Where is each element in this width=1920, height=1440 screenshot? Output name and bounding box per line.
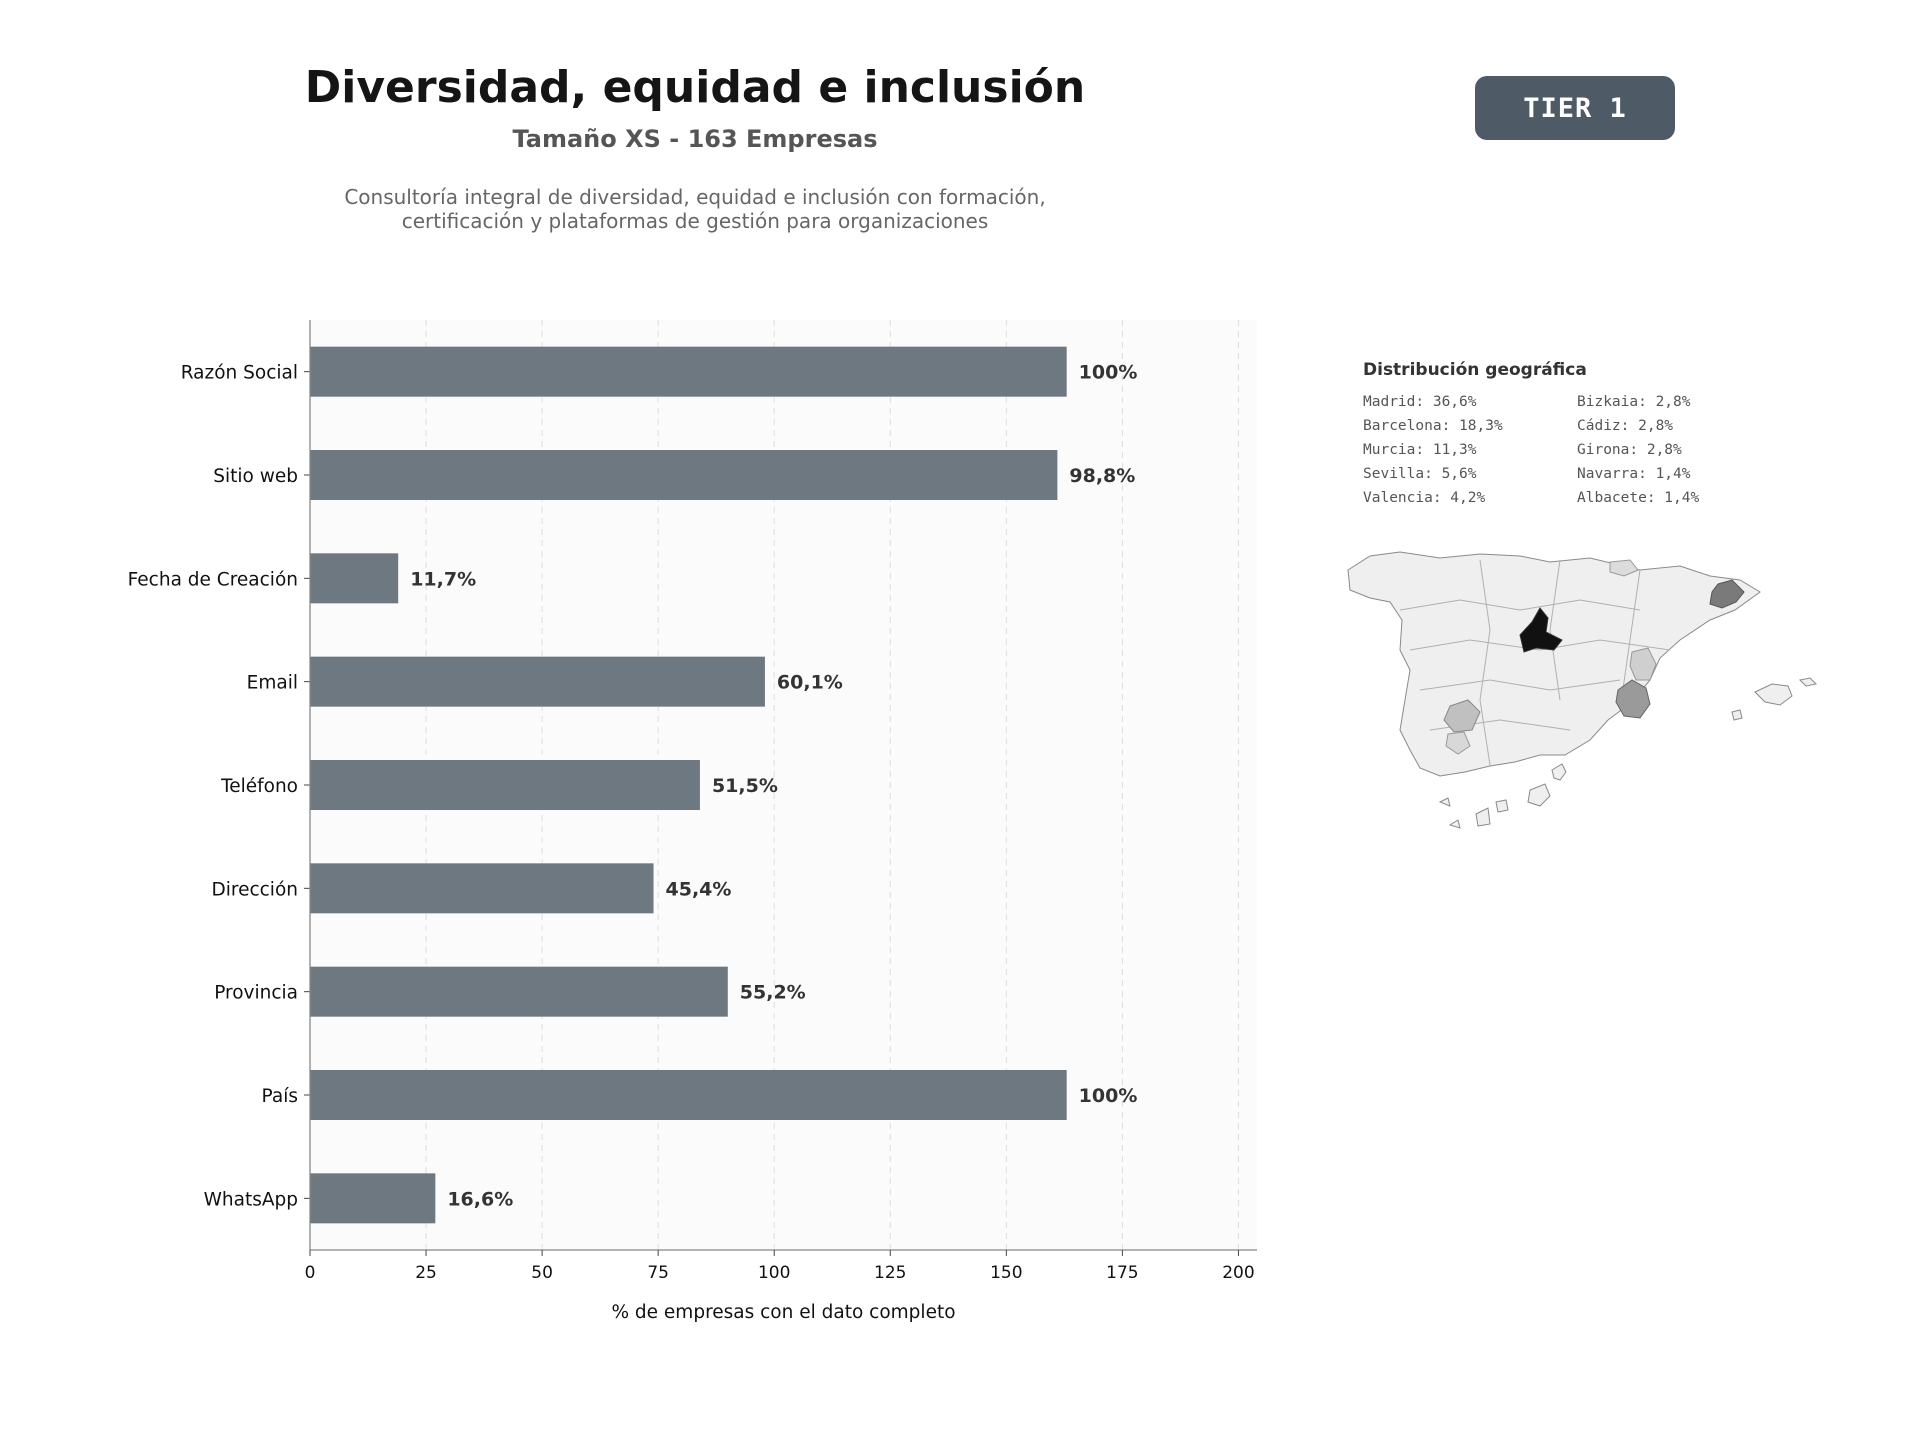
bar bbox=[310, 1173, 436, 1224]
bar bbox=[310, 346, 1067, 397]
map-region-bizkaia bbox=[1609, 559, 1639, 577]
map-canary-6 bbox=[1475, 807, 1491, 827]
bar-value-label: 11,7% bbox=[410, 568, 476, 590]
geo-item: Valencia: 4,2% bbox=[1363, 490, 1486, 506]
geo-item: Barcelona: 18,3% bbox=[1363, 418, 1503, 434]
map-region-sevilla bbox=[1443, 699, 1481, 733]
bar bbox=[310, 966, 728, 1017]
category-label: Dirección bbox=[212, 879, 299, 900]
category-label: Fecha de Creación bbox=[128, 569, 298, 590]
map-region-barcelona bbox=[1709, 579, 1745, 609]
geo-item: Navarra: 1,4% bbox=[1577, 466, 1691, 482]
x-tick-label: 175 bbox=[1106, 1263, 1138, 1283]
description-line-2: certificación y plataformas de gestión p… bbox=[401, 209, 989, 233]
category-label: Sitio web bbox=[213, 466, 298, 487]
bar-value-label: 51,5% bbox=[712, 775, 778, 797]
bar bbox=[310, 553, 399, 604]
map-region-cadiz bbox=[1445, 731, 1471, 755]
map-peninsula bbox=[1347, 551, 1761, 777]
x-tick-label: 50 bbox=[531, 1263, 553, 1283]
bar bbox=[310, 1070, 1067, 1120]
geo-item: Madrid: 36,6% bbox=[1363, 394, 1477, 410]
map-region-madrid bbox=[1519, 607, 1563, 653]
map-canary-2 bbox=[1527, 783, 1551, 807]
map-canary-1 bbox=[1551, 763, 1567, 781]
category-label: Teléfono bbox=[220, 776, 298, 797]
bar-value-label: 98,8% bbox=[1069, 465, 1135, 487]
bar-value-label: 60,1% bbox=[777, 672, 843, 694]
page-subtitle: Tamaño XS - 163 Empresas bbox=[512, 125, 878, 153]
map-region-murcia bbox=[1615, 679, 1651, 719]
x-tick-label: 0 bbox=[305, 1263, 316, 1283]
geo-item: Albacete: 1,4% bbox=[1577, 490, 1700, 506]
map-region-valencia bbox=[1629, 647, 1657, 681]
map-canary-3 bbox=[1495, 799, 1509, 813]
bar-value-label: 100% bbox=[1079, 362, 1138, 384]
category-label: Razón Social bbox=[181, 363, 298, 384]
geo-item: Girona: 2,8% bbox=[1577, 442, 1682, 458]
geo-item: Cádiz: 2,8% bbox=[1577, 418, 1674, 434]
bar bbox=[310, 656, 765, 707]
page-description: Consultoría integral de diversidad, equi… bbox=[200, 185, 1190, 233]
geo-distribution-panel: Distribución geográfica Madrid: 36,6% Bi… bbox=[1363, 360, 1763, 506]
map-menorca bbox=[1798, 677, 1818, 687]
map-mallorca bbox=[1754, 683, 1793, 706]
x-tick-label: 100 bbox=[758, 1263, 790, 1283]
geo-item: Sevilla: 5,6% bbox=[1363, 466, 1477, 482]
page-title: Diversidad, equidad e inclusión bbox=[304, 62, 1086, 113]
bar bbox=[310, 450, 1058, 500]
geo-title: Distribución geográfica bbox=[1363, 360, 1587, 380]
map-ibiza bbox=[1731, 709, 1743, 721]
map-canary-5 bbox=[1448, 819, 1461, 829]
description-line-1: Consultoría integral de diversidad, equi… bbox=[344, 185, 1046, 209]
bar-value-label: 100% bbox=[1079, 1085, 1138, 1107]
category-label: Provincia bbox=[214, 983, 298, 1004]
geo-item: Bizkaia: 2,8% bbox=[1577, 394, 1691, 410]
bar bbox=[310, 863, 654, 914]
category-label: País bbox=[262, 1086, 298, 1107]
x-tick-label: 125 bbox=[874, 1263, 906, 1283]
x-axis-label: % de empresas con el dato completo bbox=[611, 1302, 955, 1323]
spain-map bbox=[1347, 551, 1818, 829]
bar-value-label: 55,2% bbox=[740, 982, 806, 1004]
x-tick-label: 75 bbox=[647, 1263, 669, 1283]
geo-list: Madrid: 36,6% Bizkaia: 2,8% Barcelona: 1… bbox=[1363, 394, 1763, 506]
bar-value-label: 16,6% bbox=[447, 1188, 513, 1210]
bar bbox=[310, 760, 700, 810]
x-tick-label: 200 bbox=[1222, 1263, 1254, 1283]
x-tick-label: 25 bbox=[415, 1263, 437, 1283]
category-label: Email bbox=[247, 673, 298, 694]
category-label: WhatsApp bbox=[204, 1189, 298, 1210]
tier-badge: TIER 1 bbox=[1475, 76, 1675, 140]
x-tick-label: 150 bbox=[990, 1263, 1022, 1283]
map-canary-4 bbox=[1438, 797, 1451, 807]
geo-item: Murcia: 11,3% bbox=[1363, 442, 1477, 458]
bar-value-label: 45,4% bbox=[666, 878, 732, 900]
